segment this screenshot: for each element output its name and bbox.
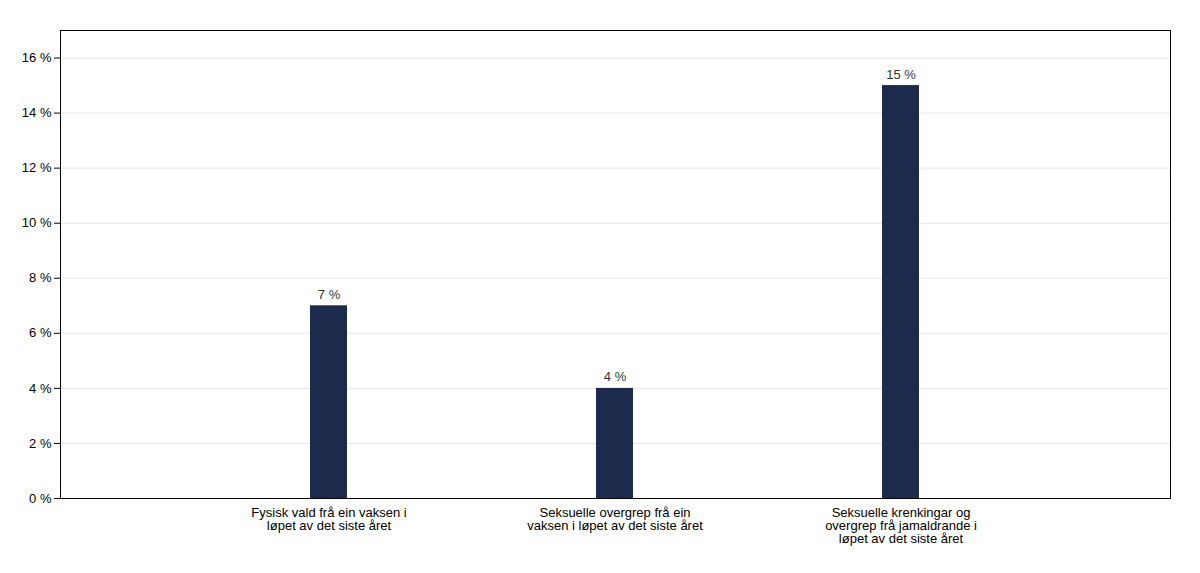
svg-text:15 %: 15 % — [886, 67, 916, 82]
svg-text:2 %: 2 % — [29, 436, 52, 451]
svg-text:12 %: 12 % — [22, 160, 52, 175]
svg-text:8 %: 8 % — [29, 270, 52, 285]
svg-text:0 %: 0 % — [29, 491, 52, 506]
svg-text:4 %: 4 % — [604, 369, 627, 384]
svg-text:6 %: 6 % — [29, 325, 52, 340]
svg-text:14 %: 14 % — [22, 105, 52, 120]
svg-text:4 %: 4 % — [29, 381, 52, 396]
svg-text:7 %: 7 % — [318, 287, 341, 302]
svg-text:Fysisk vald frå ein vaksen ilø: Fysisk vald frå ein vaksen iløpet av det… — [251, 505, 406, 533]
svg-text:10 %: 10 % — [22, 215, 52, 230]
svg-text:Seksuelle overgrep frå einvaks: Seksuelle overgrep frå einvaksen i løpet… — [527, 505, 703, 533]
svg-text:Seksuelle krenkingar ogovergre: Seksuelle krenkingar ogovergrep frå jama… — [825, 505, 977, 546]
svg-text:16 %: 16 % — [22, 50, 52, 65]
